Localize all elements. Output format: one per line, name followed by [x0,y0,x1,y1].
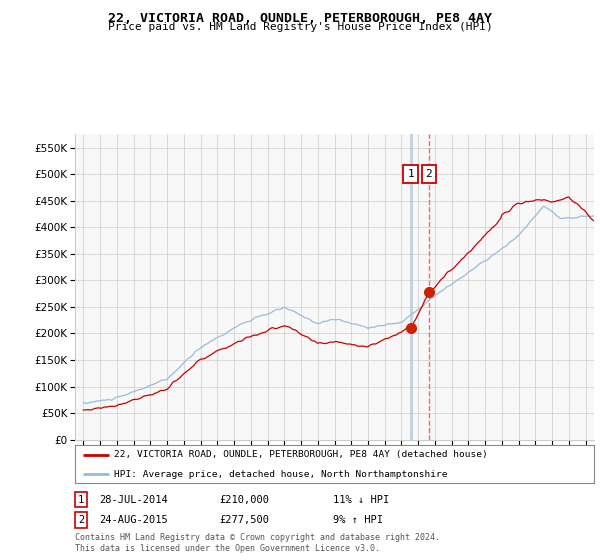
Text: 9% ↑ HPI: 9% ↑ HPI [333,515,383,525]
Text: 2: 2 [425,169,432,179]
Text: Contains HM Land Registry data © Crown copyright and database right 2024.
This d: Contains HM Land Registry data © Crown c… [75,533,440,553]
Text: 22, VICTORIA ROAD, OUNDLE, PETERBOROUGH, PE8 4AY: 22, VICTORIA ROAD, OUNDLE, PETERBOROUGH,… [108,12,492,25]
Text: 22, VICTORIA ROAD, OUNDLE, PETERBOROUGH, PE8 4AY (detached house): 22, VICTORIA ROAD, OUNDLE, PETERBOROUGH,… [114,450,488,459]
Text: £210,000: £210,000 [219,494,269,505]
Text: HPI: Average price, detached house, North Northamptonshire: HPI: Average price, detached house, Nort… [114,470,448,479]
Text: 1: 1 [407,169,414,179]
Text: £277,500: £277,500 [219,515,269,525]
Text: 24-AUG-2015: 24-AUG-2015 [99,515,168,525]
Text: 1: 1 [78,494,84,505]
Text: 28-JUL-2014: 28-JUL-2014 [99,494,168,505]
Text: Price paid vs. HM Land Registry's House Price Index (HPI): Price paid vs. HM Land Registry's House … [107,22,493,32]
Text: 2: 2 [78,515,84,525]
Text: 11% ↓ HPI: 11% ↓ HPI [333,494,389,505]
